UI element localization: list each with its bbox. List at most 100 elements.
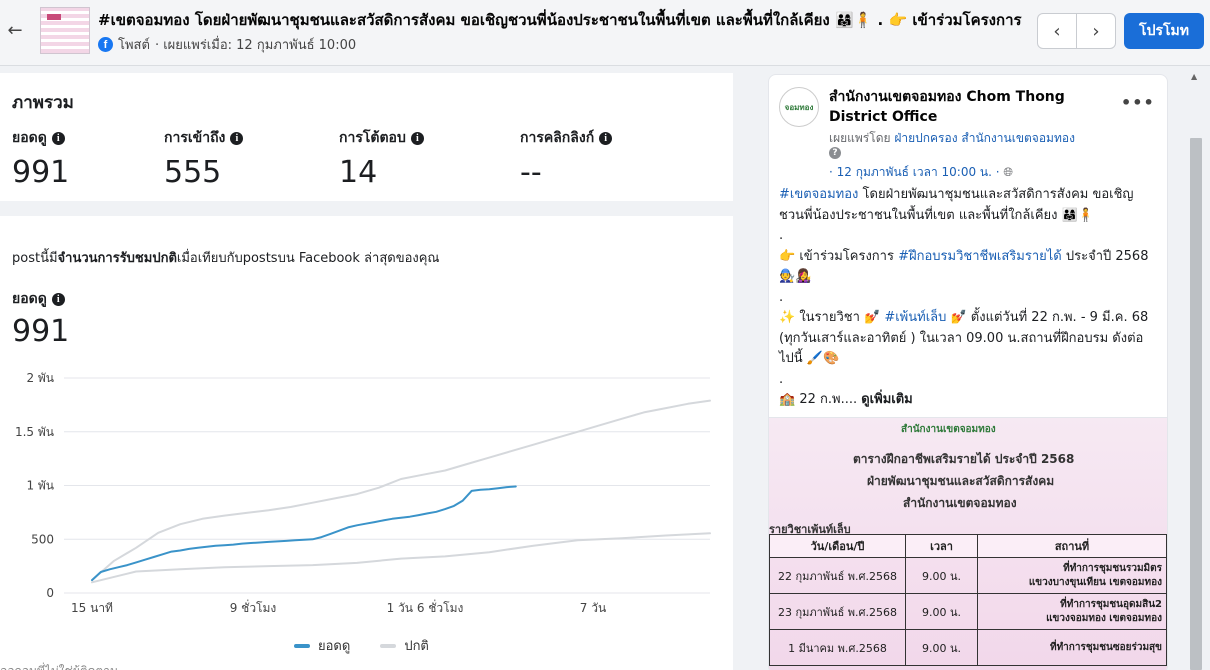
page-avatar[interactable]: จอมทอง bbox=[779, 87, 819, 127]
metric-reach: การเข้าถึง i 555 bbox=[164, 127, 244, 190]
scrollbar[interactable]: ▲ bbox=[1189, 66, 1203, 670]
y-tick-label: 1.5 พัน bbox=[15, 425, 54, 439]
legend-swatch bbox=[380, 643, 397, 648]
next-post-button[interactable]: › bbox=[1076, 14, 1115, 48]
desc-prefix: postนี้มี bbox=[12, 251, 58, 266]
table-cell: 1 มีนาคม พ.ศ.2568 bbox=[769, 629, 906, 666]
metric-label: การโต้ตอบ bbox=[339, 130, 406, 146]
x-tick-label: 15 นาที bbox=[71, 601, 113, 615]
x-tick-label: 1 วัน 6 ชั่วโมง bbox=[387, 599, 464, 615]
chevron-left-icon: ‹ bbox=[1053, 20, 1061, 42]
legend-label: ยอดดู bbox=[318, 639, 351, 654]
body-line: . bbox=[779, 371, 784, 387]
info-icon[interactable]: i bbox=[51, 131, 65, 145]
body-text: 👉 เข้าร่วมโครงการ bbox=[779, 248, 899, 264]
info-icon[interactable]: i bbox=[599, 131, 613, 145]
facebook-icon: f bbox=[98, 37, 113, 52]
metric-label: ยอดดู bbox=[12, 130, 47, 146]
top-bar: ← #เขตจอมทอง โดยฝ่ายพัฒนาชุมชนและสวัสดิก… bbox=[0, 0, 1210, 66]
series-line-2 bbox=[91, 399, 711, 582]
promote-button[interactable]: โปรโมท bbox=[1124, 13, 1204, 49]
y-tick-label: 2 พัน bbox=[26, 371, 54, 385]
post-image[interactable]: สำนักงานเขตจอมทอง ตารางฝึกอาชีพเสริมรายไ… bbox=[769, 417, 1167, 670]
post-date-text: · 12 กุมภาพันธ์ เวลา 10:00 น. · bbox=[829, 165, 1000, 179]
post-date[interactable]: · 12 กุมภาพันธ์ เวลา 10:00 น. · 🌐︎ bbox=[829, 163, 1013, 182]
post-title: #เขตจอมทอง โดยฝ่ายพัฒนาชุมชนและสวัสดิการ… bbox=[98, 11, 1022, 29]
series-line-1 bbox=[91, 532, 711, 584]
chart-description: postนี้มีจำนวนการรับชมปกติเมื่อเทียบกับp… bbox=[12, 247, 440, 268]
metric-label: การคลิกลิงก์ bbox=[520, 130, 595, 146]
chart-metric-label: ยอดดู bbox=[12, 291, 47, 307]
table-cell: ที่ทำการชุมชนรวมมิตร แขวงบางขุนเทียน เขตจ… bbox=[977, 557, 1167, 594]
metric-link-clicks: การคลิกลิงก์ i -- bbox=[520, 127, 613, 190]
table-cell: 22 กุมภาพันธ์ พ.ศ.2568 bbox=[769, 557, 906, 594]
info-icon[interactable]: i bbox=[410, 131, 424, 145]
scrollbar-thumb[interactable] bbox=[1190, 138, 1202, 670]
hashtag-link[interactable]: #ฝึกอบรมวิชาชีพเสริมรายได้ bbox=[898, 248, 1062, 264]
place-line: แขวงจอมทอง เขตจอมทอง bbox=[1046, 612, 1162, 624]
body-text: โดยฝ่ายพัฒนาชุมชนและสวัสดิการสังคม ขอเชิ… bbox=[779, 187, 1134, 223]
more-options-icon[interactable]: ••• bbox=[1121, 93, 1155, 112]
table-cell: 9.00 น. bbox=[905, 557, 978, 594]
poster-schedule-table: วัน/เดือน/ปี เวลา สถานที่ 22 กุมภาพันธ์ … bbox=[769, 534, 1167, 666]
table-header: เวลา bbox=[905, 534, 978, 558]
hashtag-link[interactable]: #เขตจอมทอง bbox=[779, 187, 859, 202]
post-preview-panel: จอมทอง สำนักงานเขตจอมทอง Chom Thong Dist… bbox=[748, 66, 1190, 670]
table-header: สถานที่ bbox=[977, 534, 1167, 558]
published-time: · เผยแพร่เมื่อ: 12 กุมภาพันธ์ 10:00 bbox=[154, 38, 357, 53]
metric-value: 991 bbox=[12, 155, 70, 190]
see-more-link[interactable]: ดูเพิ่มเติม bbox=[861, 392, 913, 407]
table-row: 23 กุมภาพันธ์ พ.ศ.2568 9.00 น. ที่ทำการช… bbox=[769, 593, 1167, 630]
page-name[interactable]: สำนักงานเขตจอมทอง Chom Thong District Of… bbox=[829, 89, 1065, 125]
chart-metric: ยอดดู i 991 bbox=[12, 288, 69, 349]
views-line-chart: 0 500 1 พัน 1.5 พัน 2 พัน 15 นาที 9 ชั่วโมง 1 ว… bbox=[15, 371, 711, 615]
metric-value: -- bbox=[520, 155, 542, 190]
chevron-right-icon: › bbox=[1092, 20, 1100, 42]
body-line: #เขตจอมทอง โดยฝ่ายพัฒนาชุมชนและสวัสดิการ… bbox=[779, 185, 1157, 226]
body-line: 🏫 22 ก.พ.... ดูเพิ่มเติม bbox=[779, 390, 1157, 411]
table-row: 22 กุมภาพันธ์ พ.ศ.2568 9.00 น. ที่ทำการช… bbox=[769, 557, 1167, 594]
publisher-link[interactable]: ฝ่ายปกครอง สำนักงานเขตจอมทอง bbox=[894, 131, 1075, 145]
post-thumbnail bbox=[40, 7, 90, 54]
body-text: 🏫 22 ก.พ.... bbox=[779, 392, 862, 407]
x-tick-label: 7 วัน bbox=[580, 601, 606, 615]
table-header-row: วัน/เดือน/ปี เวลา สถานที่ bbox=[769, 534, 1167, 558]
body-line: . bbox=[779, 228, 784, 243]
poster-line-1: ตารางฝึกอาชีพเสริมรายได้ ประจำปี 2568 bbox=[853, 452, 1075, 466]
info-icon[interactable]: i bbox=[230, 131, 244, 145]
published-by: เผยแพร่โดย ฝ่ายปกครอง สำนักงานเขตจอมทอง bbox=[829, 129, 1075, 148]
body-line: . bbox=[779, 289, 784, 305]
table-cell: 9.00 น. bbox=[905, 629, 978, 666]
info-icon[interactable]: i bbox=[51, 292, 65, 306]
table-row: 1 มีนาคม พ.ศ.2568 9.00 น. ที่ทำการชุมชนซ… bbox=[769, 629, 1167, 666]
x-tick-label: 9 ชั่วโมง bbox=[230, 599, 277, 615]
body-text: 💅 ตั้งแต่วันที่ 22 ก.พ. - 9 มี.ค. 68 (ทุ… bbox=[779, 310, 1149, 366]
hashtag-link[interactable]: #เพ้นท์เล็บ bbox=[884, 310, 947, 325]
poster-org: สำนักงานเขตจอมทอง bbox=[901, 424, 996, 435]
table-cell: ที่ทำการชุมชนอุดมสิน2 แขวงจอมทอง เขตจอมทอ… bbox=[977, 593, 1167, 630]
views-chart-card: postนี้มีจำนวนการรับชมปกติเมื่อเทียบกับp… bbox=[0, 216, 733, 670]
place-line: ที่ทำการชุมชนซอยร่วมสุข bbox=[1049, 641, 1162, 653]
legend-label: ปกติ bbox=[404, 639, 429, 654]
back-arrow-icon[interactable]: ← bbox=[7, 20, 23, 41]
body-line: 👉 เข้าร่วมโครงการ #ฝึกอบรมวิชาชีพเสริมรา… bbox=[779, 247, 1157, 288]
globe-icon: 🌐︎ bbox=[1003, 165, 1014, 179]
y-tick-label: 1 พัน bbox=[26, 479, 54, 493]
post-type: โพสต์ bbox=[118, 38, 150, 53]
overview-title: ภาพรวม bbox=[12, 93, 74, 113]
table-cell: 23 กุมภาพันธ์ พ.ศ.2568 bbox=[769, 593, 906, 630]
metric-views: ยอดดู i 991 bbox=[12, 127, 69, 190]
poster-line-2: ฝ่ายพัฒนาชุมชนและสวัสดิการสังคม bbox=[867, 474, 1055, 488]
scroll-up-icon[interactable]: ▲ bbox=[1191, 72, 1198, 81]
place-line: ที่ทำการชุมชนรวมมิตร bbox=[1063, 562, 1162, 574]
published-by-prefix: เผยแพร่โดย bbox=[829, 131, 895, 145]
previous-post-button[interactable]: ‹ bbox=[1038, 14, 1076, 48]
help-icon[interactable]: ? bbox=[829, 147, 841, 159]
metric-value: 14 bbox=[339, 155, 378, 190]
table-cell: ที่ทำการชุมชนซอยร่วมสุข bbox=[977, 629, 1167, 666]
chart-footnote: ลอกอมพี่ไม่ใช่ผู้ติดตาม bbox=[0, 662, 118, 670]
legend-swatch bbox=[294, 643, 310, 648]
table-header: วัน/เดือน/ปี bbox=[769, 534, 906, 558]
metric-value: 555 bbox=[164, 155, 222, 190]
chart-metric-value: 991 bbox=[12, 314, 70, 349]
